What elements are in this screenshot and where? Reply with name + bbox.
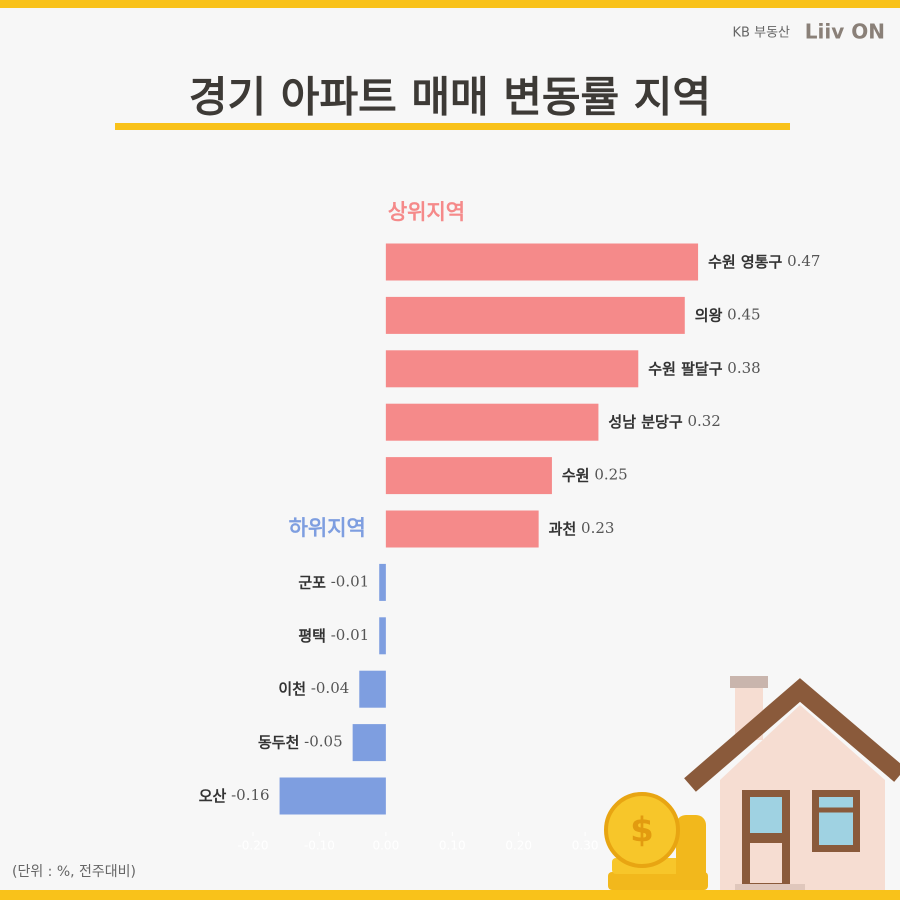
- bar: [352, 724, 386, 762]
- x-tick-label: 0.20: [505, 839, 532, 853]
- x-tick-label: -0.10: [304, 839, 335, 853]
- chart-title: 경기 아파트 매매 변동률 지역: [189, 73, 711, 122]
- category-label: 수원: [562, 466, 590, 484]
- value-label: 0.32: [687, 412, 720, 430]
- bar: [359, 670, 386, 708]
- data-label: 오산 -0.16: [199, 786, 270, 805]
- bar: [385, 457, 552, 495]
- data-label: 이천 -0.04: [278, 679, 349, 698]
- svg-text:$: $: [630, 811, 654, 851]
- value-label: 0.25: [594, 466, 627, 484]
- bar: [385, 296, 685, 334]
- category-label: 동두천: [258, 733, 299, 751]
- category-label: 수원 영통구: [708, 253, 782, 271]
- x-tick-label: 0.30: [572, 839, 599, 853]
- x-tick-label: 0.10: [439, 839, 466, 853]
- unit-note: (단위 : %, 전주대비): [12, 864, 136, 880]
- value-label: 0.38: [727, 359, 760, 377]
- category-label: 평택: [298, 626, 326, 644]
- bar: [279, 777, 386, 815]
- brand-company: KB 부동산: [733, 26, 790, 41]
- group-label: 하위지역: [289, 516, 366, 540]
- value-label: -0.01: [331, 626, 369, 644]
- bar: [385, 510, 539, 548]
- category-label: 군포: [298, 573, 326, 591]
- category-label: 과천: [549, 520, 577, 538]
- bar: [385, 403, 599, 441]
- category-label: 오산: [199, 787, 227, 805]
- value-label: -0.16: [231, 786, 269, 804]
- illustration: $: [604, 676, 900, 890]
- group-label: 상위지역: [388, 200, 465, 224]
- top-band: [0, 0, 900, 8]
- category-label: 수원 팔달구: [648, 359, 722, 377]
- bottom-band: [0, 890, 900, 900]
- value-label: -0.05: [304, 733, 342, 751]
- bar: [379, 617, 386, 655]
- bar: [385, 350, 639, 388]
- x-tick-label: -0.20: [237, 839, 268, 853]
- value-label: -0.04: [311, 679, 349, 697]
- value-label: 0.45: [727, 305, 760, 323]
- category-label: 성남 분당구: [608, 413, 682, 431]
- value-label: -0.01: [331, 572, 369, 590]
- data-label: 성남 분당구 0.32: [608, 412, 720, 431]
- bar: [385, 243, 699, 281]
- data-label: 평택 -0.01: [298, 626, 369, 645]
- data-label: 의왕 0.45: [695, 305, 761, 324]
- title-underline: [115, 123, 790, 130]
- data-label: 수원 팔달구 0.38: [648, 359, 760, 378]
- data-label: 군포 -0.01: [298, 572, 369, 591]
- data-label: 수원 0.25: [562, 466, 628, 485]
- data-label: 동두천 -0.05: [258, 733, 343, 752]
- data-label: 과천 0.23: [549, 519, 615, 538]
- x-tick-label: 0.00: [372, 839, 399, 853]
- category-label: 의왕: [695, 306, 723, 324]
- value-label: 0.47: [787, 252, 820, 270]
- brand-product: Liiv ON: [805, 20, 885, 44]
- category-label: 이천: [278, 680, 306, 698]
- data-label: 수원 영통구 0.47: [708, 252, 820, 271]
- value-label: 0.23: [581, 519, 614, 537]
- bar: [379, 563, 386, 601]
